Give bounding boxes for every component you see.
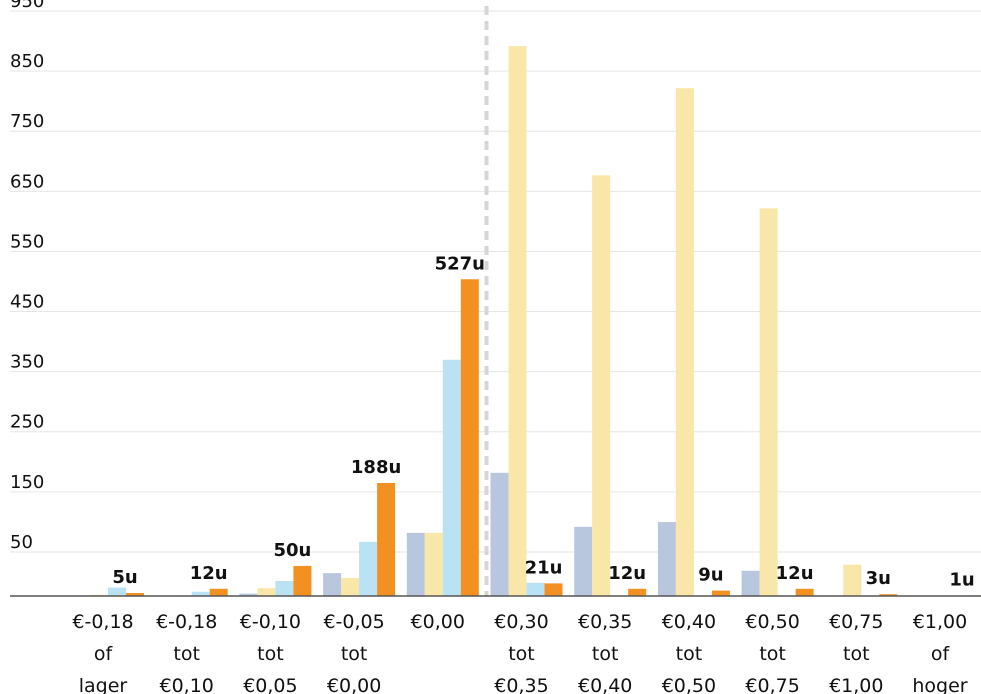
bar xyxy=(592,175,611,597)
bar xyxy=(526,582,545,596)
x-category-label: of xyxy=(931,643,951,665)
bar xyxy=(628,588,647,596)
x-category-label: tot xyxy=(173,643,200,665)
x-category-label: €1,00 xyxy=(829,675,883,694)
bar xyxy=(657,522,676,596)
bar xyxy=(126,592,144,596)
bar xyxy=(257,588,276,596)
data-label: 527u xyxy=(435,253,485,274)
y-tick-label: 450 xyxy=(10,292,44,313)
x-category-label: €0,35 xyxy=(578,611,632,633)
data-label: 12u xyxy=(776,563,814,584)
bar xyxy=(759,208,778,596)
bar xyxy=(323,573,342,596)
y-tick-label: 350 xyxy=(10,352,44,373)
bar xyxy=(377,483,396,596)
y-tick-label: 250 xyxy=(10,412,44,433)
y-tick-label: 850 xyxy=(10,51,44,72)
x-category-label: €-0,18 xyxy=(72,611,133,633)
x-category-label: €0,75 xyxy=(829,611,883,633)
x-category-label: tot xyxy=(759,643,786,665)
x-category-label: €-0,05 xyxy=(323,611,384,633)
bar xyxy=(424,532,443,596)
x-category-label: €0,00 xyxy=(327,675,381,694)
x-category-label: tot xyxy=(676,643,703,665)
x-category-label: tot xyxy=(257,643,284,665)
gridlines xyxy=(10,10,981,553)
x-category-label: €0,50 xyxy=(745,611,799,633)
bar xyxy=(544,583,563,596)
y-tick-label: 50 xyxy=(10,532,33,553)
bar xyxy=(239,593,258,596)
x-category-label: tot xyxy=(592,643,619,665)
bar xyxy=(191,591,210,596)
data-label: 3u xyxy=(866,568,891,589)
bar xyxy=(275,580,294,596)
bar xyxy=(843,564,862,596)
bar xyxy=(406,532,425,596)
x-category-label: lager xyxy=(79,675,128,694)
x-category-label: €-0,10 xyxy=(240,611,301,633)
bar xyxy=(508,46,527,596)
x-category-label: €0,50 xyxy=(662,675,716,694)
bar xyxy=(574,526,593,596)
bar xyxy=(341,577,360,596)
x-category-label: €0,00 xyxy=(411,611,465,633)
x-category-label: €0,35 xyxy=(494,675,548,694)
data-label: 50u xyxy=(273,540,311,561)
labels: 50 150 250 350 450 550 650 750 850 950 5u €-0,18 of l… xyxy=(10,0,975,694)
data-label: 188u xyxy=(351,457,401,478)
x-category-label: €1,00 xyxy=(913,611,967,633)
bar xyxy=(460,279,479,596)
x-category-label: tot xyxy=(341,643,368,665)
bar xyxy=(741,570,760,596)
data-label: 5u xyxy=(112,567,137,588)
y-tick-label: 950 xyxy=(10,0,44,12)
x-category-label: tot xyxy=(508,643,535,665)
bar xyxy=(108,587,126,596)
bar xyxy=(795,588,814,596)
data-label: 21u xyxy=(525,557,563,578)
x-category-label: €0,05 xyxy=(243,675,297,694)
data-label: 12u xyxy=(190,563,228,584)
bar xyxy=(293,565,312,596)
x-category-label: hoger xyxy=(912,675,967,694)
bar xyxy=(675,88,694,596)
y-tick-label: 650 xyxy=(10,171,44,192)
bar xyxy=(879,594,898,596)
bar xyxy=(209,588,228,596)
bars xyxy=(90,46,981,597)
x-category-label: €0,40 xyxy=(662,611,716,633)
y-tick-label: 550 xyxy=(10,231,44,252)
x-category-label: tot xyxy=(843,643,870,665)
bar xyxy=(359,541,378,596)
bar xyxy=(711,590,730,596)
x-category-label: €0,40 xyxy=(578,675,632,694)
bar xyxy=(442,359,461,596)
bar xyxy=(490,472,509,596)
data-label: 12u xyxy=(608,563,646,584)
x-category-label: €0,75 xyxy=(745,675,799,694)
x-category-label: €0,30 xyxy=(494,611,548,633)
data-label: 9u xyxy=(698,565,723,586)
y-tick-label: 750 xyxy=(10,111,44,132)
data-label: 1u xyxy=(949,569,974,590)
x-category-label: €0,10 xyxy=(159,675,213,694)
x-category-label: of xyxy=(94,643,114,665)
y-tick-label: 150 xyxy=(10,472,44,493)
x-category-label: €-0,18 xyxy=(156,611,217,633)
